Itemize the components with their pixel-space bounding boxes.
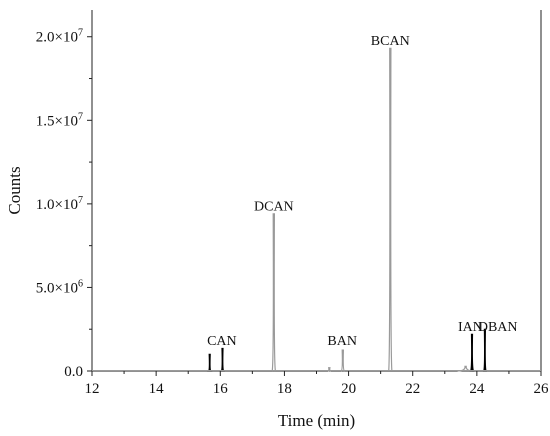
x-tick-label: 14 bbox=[149, 381, 165, 397]
axes-frame bbox=[91, 10, 542, 372]
ticks-layer: 12 14 16 18 20 22 24 26 0.0 5.0×106 1.0×107 1.5×107… bbox=[36, 28, 549, 397]
peak-label: BAN bbox=[327, 334, 357, 349]
y-tick-label: 2.0×107 bbox=[36, 28, 83, 46]
y-axis-title: Counts bbox=[5, 166, 24, 214]
x-tick-label: 22 bbox=[405, 381, 420, 397]
peak-label: DCAN bbox=[254, 200, 294, 215]
x-tick-label: 26 bbox=[534, 381, 550, 397]
peaks-layer bbox=[92, 47, 541, 372]
peak-mark bbox=[219, 347, 226, 372]
y-tick-label: 5.0×106 bbox=[36, 278, 83, 296]
x-axis-title: Time (min) bbox=[278, 411, 355, 430]
peak-mark bbox=[206, 353, 213, 372]
peak-mark bbox=[482, 328, 488, 372]
plot-area: 12 14 16 18 20 22 24 26 0.0 5.0×106 1.0×107 1.5×107… bbox=[36, 10, 549, 397]
y-tick-label: 1.5×107 bbox=[36, 111, 83, 129]
peak-mark bbox=[469, 333, 475, 372]
peak-label: DBAN bbox=[478, 320, 518, 335]
x-tick-label: 16 bbox=[213, 381, 229, 397]
y-tick-label: 1.0×107 bbox=[36, 195, 83, 213]
peak-mark bbox=[340, 349, 345, 372]
peak-mark bbox=[388, 47, 393, 372]
x-tick-label: 20 bbox=[341, 381, 356, 397]
peak-label: IAN bbox=[458, 320, 483, 335]
peak-label: CAN bbox=[207, 334, 237, 349]
x-tick-label: 12 bbox=[85, 381, 100, 397]
y-tick-label: 0.0 bbox=[64, 364, 83, 380]
x-tick-label: 24 bbox=[469, 381, 485, 397]
x-tick-label: 18 bbox=[277, 381, 292, 397]
peak-label: BCAN bbox=[371, 34, 410, 49]
peak-mark bbox=[271, 213, 276, 372]
